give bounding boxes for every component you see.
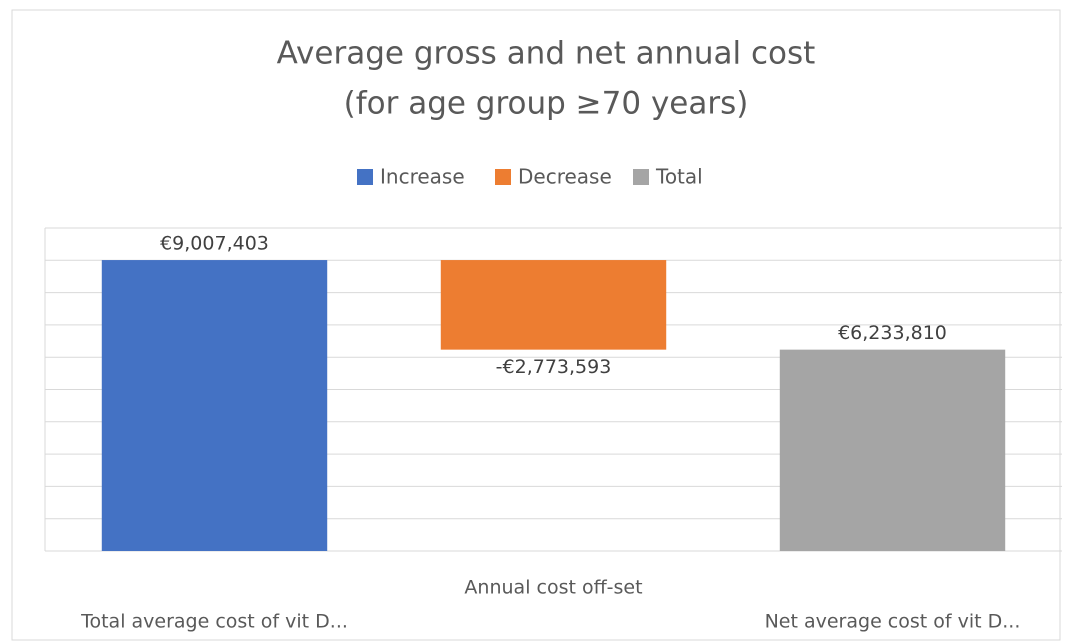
chart-title: Average gross and net annual cost (277, 36, 816, 72)
bar (440, 260, 667, 350)
bar (101, 260, 328, 551)
legend-label: Increase (380, 165, 465, 189)
legend-swatch (357, 169, 373, 185)
x-tick-label: Net average cost of vit D... (765, 611, 1021, 633)
legend-swatch (633, 169, 649, 185)
legend-label: Total (655, 165, 703, 189)
bar (779, 349, 1006, 551)
legend-swatch (495, 169, 511, 185)
chart-subtitle: (for age group ≥70 years) (344, 86, 749, 122)
value-label: €6,233,810 (838, 322, 947, 344)
x-tick-label: Total average cost of vit D... (80, 611, 348, 633)
legend-label: Decrease (518, 165, 612, 189)
value-label: -€2,773,593 (496, 356, 612, 378)
x-tick-label: Annual cost off-set (464, 577, 642, 599)
value-label: €9,007,403 (160, 233, 269, 255)
